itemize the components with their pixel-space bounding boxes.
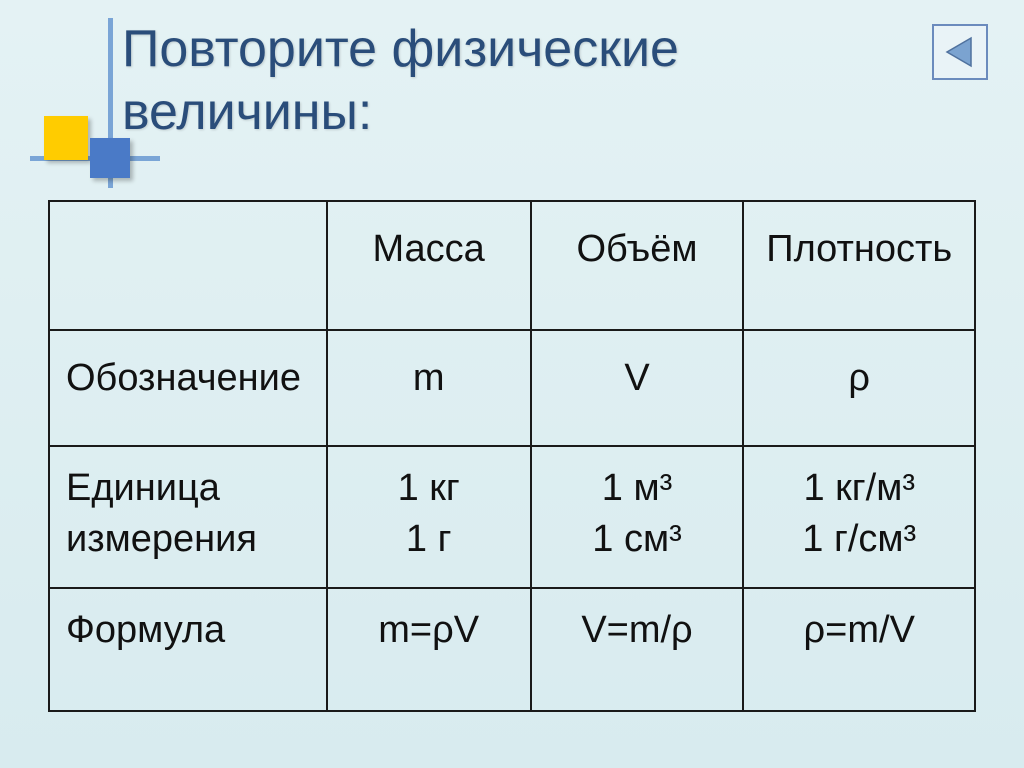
row-label-formula: Формула — [49, 588, 327, 711]
header-volume: Объём — [531, 201, 744, 330]
cell-symbol-volume: V — [531, 330, 744, 445]
header-empty — [49, 201, 327, 330]
slide-title: Повторите физические величины: — [122, 18, 882, 145]
header-mass: Масса — [327, 201, 531, 330]
cell-symbol-mass: m — [327, 330, 531, 445]
cell-formula-volume: V=m/ρ — [531, 588, 744, 711]
cell-unit-volume: 1 м³ 1 см³ — [531, 446, 744, 589]
deco-square-yellow — [44, 116, 88, 160]
cell-unit-mass: 1 кг 1 г — [327, 446, 531, 589]
cell-formula-density: ρ=m/V — [743, 588, 975, 711]
back-button[interactable] — [932, 24, 988, 80]
cell-formula-mass: m=ρV — [327, 588, 531, 711]
row-label-symbol: Обозначение — [49, 330, 327, 445]
cell-unit-density: 1 кг/м³ 1 г/см³ — [743, 446, 975, 589]
triangle-left-icon — [943, 35, 977, 69]
cell-symbol-density: ρ — [743, 330, 975, 445]
physics-table: Масса Объём Плотность Обозначение m V ρ … — [48, 200, 976, 712]
header-density: Плотность — [743, 201, 975, 330]
row-label-unit: Единица измерения — [49, 446, 327, 589]
